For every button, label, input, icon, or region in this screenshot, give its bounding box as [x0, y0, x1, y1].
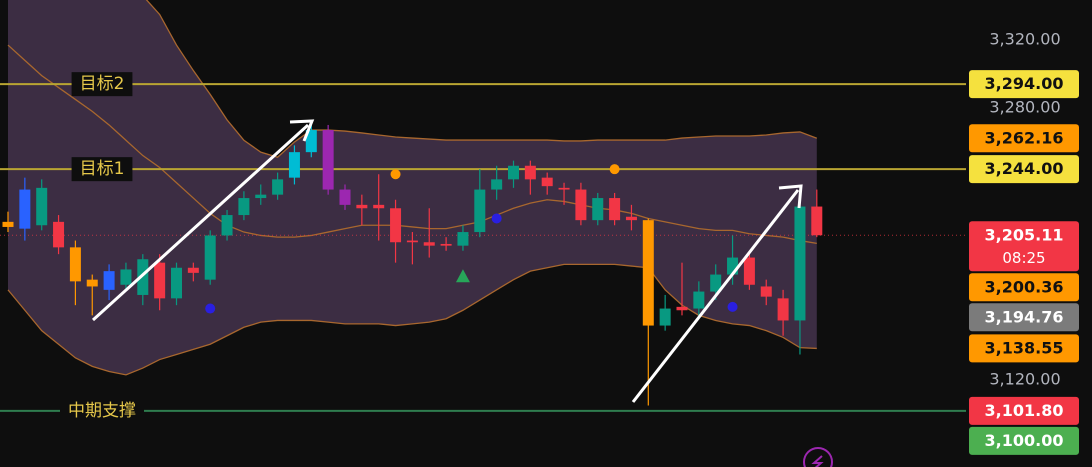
candle-body — [676, 306, 688, 311]
candle-body — [609, 198, 621, 221]
candle-body — [305, 130, 317, 153]
candle-body — [2, 221, 14, 227]
candle-body — [137, 259, 149, 295]
price-label: 3,262.16 — [985, 128, 1064, 147]
candle-body — [356, 204, 368, 209]
level-label-bg — [71, 72, 133, 97]
candle-body — [288, 152, 300, 178]
level-label-bg — [71, 157, 133, 182]
candle-body — [221, 215, 233, 236]
candle-body — [693, 291, 705, 309]
candle-body — [204, 235, 216, 280]
candle-body — [457, 232, 469, 246]
signal-dot — [390, 169, 401, 180]
price-label: 3,138.55 — [985, 338, 1064, 357]
candle-body — [625, 216, 637, 221]
candle-body — [390, 208, 402, 243]
price-label-countdown: 08:25 — [1002, 249, 1045, 267]
candle-body — [760, 286, 772, 297]
price-label-box — [969, 124, 1079, 153]
price-label-box — [969, 70, 1079, 99]
candle-body — [238, 198, 250, 216]
candle-body — [794, 206, 806, 321]
candle-body — [743, 257, 755, 285]
candle-body — [524, 165, 536, 180]
signal-dot — [491, 213, 502, 224]
price-label: 3,194.76 — [985, 307, 1064, 326]
candle-body — [19, 189, 31, 229]
price-label-box — [969, 221, 1079, 272]
candle-body — [727, 257, 739, 275]
trend-arrow — [631, 189, 800, 403]
signal-dot — [727, 301, 738, 312]
candle-body — [440, 243, 452, 246]
level-label: 目标1 — [80, 159, 125, 179]
signal-dot — [205, 303, 216, 314]
annotations: 目标2 目标1 中期支撑 — [60, 72, 833, 467]
price-label: 3,101.80 — [985, 401, 1064, 420]
candle-body — [811, 206, 823, 236]
candle-body — [642, 220, 654, 326]
candle-body — [255, 194, 267, 199]
price-label-box — [969, 303, 1079, 332]
candle-body — [103, 271, 115, 290]
candle-body — [322, 130, 334, 190]
candle-body — [171, 267, 182, 299]
price-label: 3,294.00 — [985, 74, 1064, 93]
candle-body — [406, 240, 418, 243]
candle-body — [53, 221, 65, 248]
candle-body — [36, 187, 48, 226]
candle-body — [120, 269, 132, 285]
price-label-box — [969, 273, 1079, 302]
candle-body — [272, 179, 284, 195]
price-label: 3,100.00 — [985, 431, 1064, 450]
candle-body — [423, 242, 435, 246]
price-label-box — [969, 396, 1079, 425]
price-label-box — [969, 334, 1079, 363]
signal-dot — [609, 164, 620, 175]
trend-arrow — [91, 123, 310, 322]
candle-body — [339, 189, 351, 205]
y-tick-label: 3,320.00 — [989, 29, 1060, 48]
band-middle-line — [7, 44, 817, 244]
replay-button[interactable] — [803, 447, 833, 467]
candle-body — [558, 187, 570, 190]
price-label: 3,205.11 — [985, 225, 1064, 244]
band-upper-line — [145, 0, 818, 158]
candle-body — [592, 198, 604, 221]
candle-body — [508, 165, 519, 180]
y-tick-label: 3,120.00 — [989, 369, 1060, 388]
candle-body — [154, 262, 166, 299]
arrow-head — [289, 119, 315, 142]
level-label-bg — [60, 398, 144, 423]
candle-body — [710, 274, 722, 292]
price-label-box — [969, 426, 1079, 455]
candle-body — [69, 247, 81, 282]
price-axis: 3,320.00 3,280.00 3,120.00 3,294.00 3,262.16… — [969, 29, 1079, 455]
y-tick-label: 3,280.00 — [989, 97, 1060, 116]
candle-body — [659, 308, 671, 326]
level-label: 目标2 — [80, 74, 125, 94]
price-label: 3,244.00 — [985, 159, 1064, 178]
candle-body — [541, 177, 553, 187]
level-label: 中期支撑 — [68, 401, 136, 421]
candle-body — [491, 179, 503, 190]
arrow-head — [778, 184, 803, 209]
price-label: 3,200.36 — [985, 277, 1064, 296]
candle-body — [777, 298, 789, 321]
signal-triangle — [455, 269, 470, 283]
candle-body — [187, 267, 199, 273]
plot-area — [0, 0, 966, 412]
candle-body — [373, 204, 385, 209]
candle-body — [575, 189, 587, 221]
candle-body — [474, 189, 486, 233]
candle-body — [86, 279, 98, 287]
price-label-box — [969, 155, 1079, 184]
